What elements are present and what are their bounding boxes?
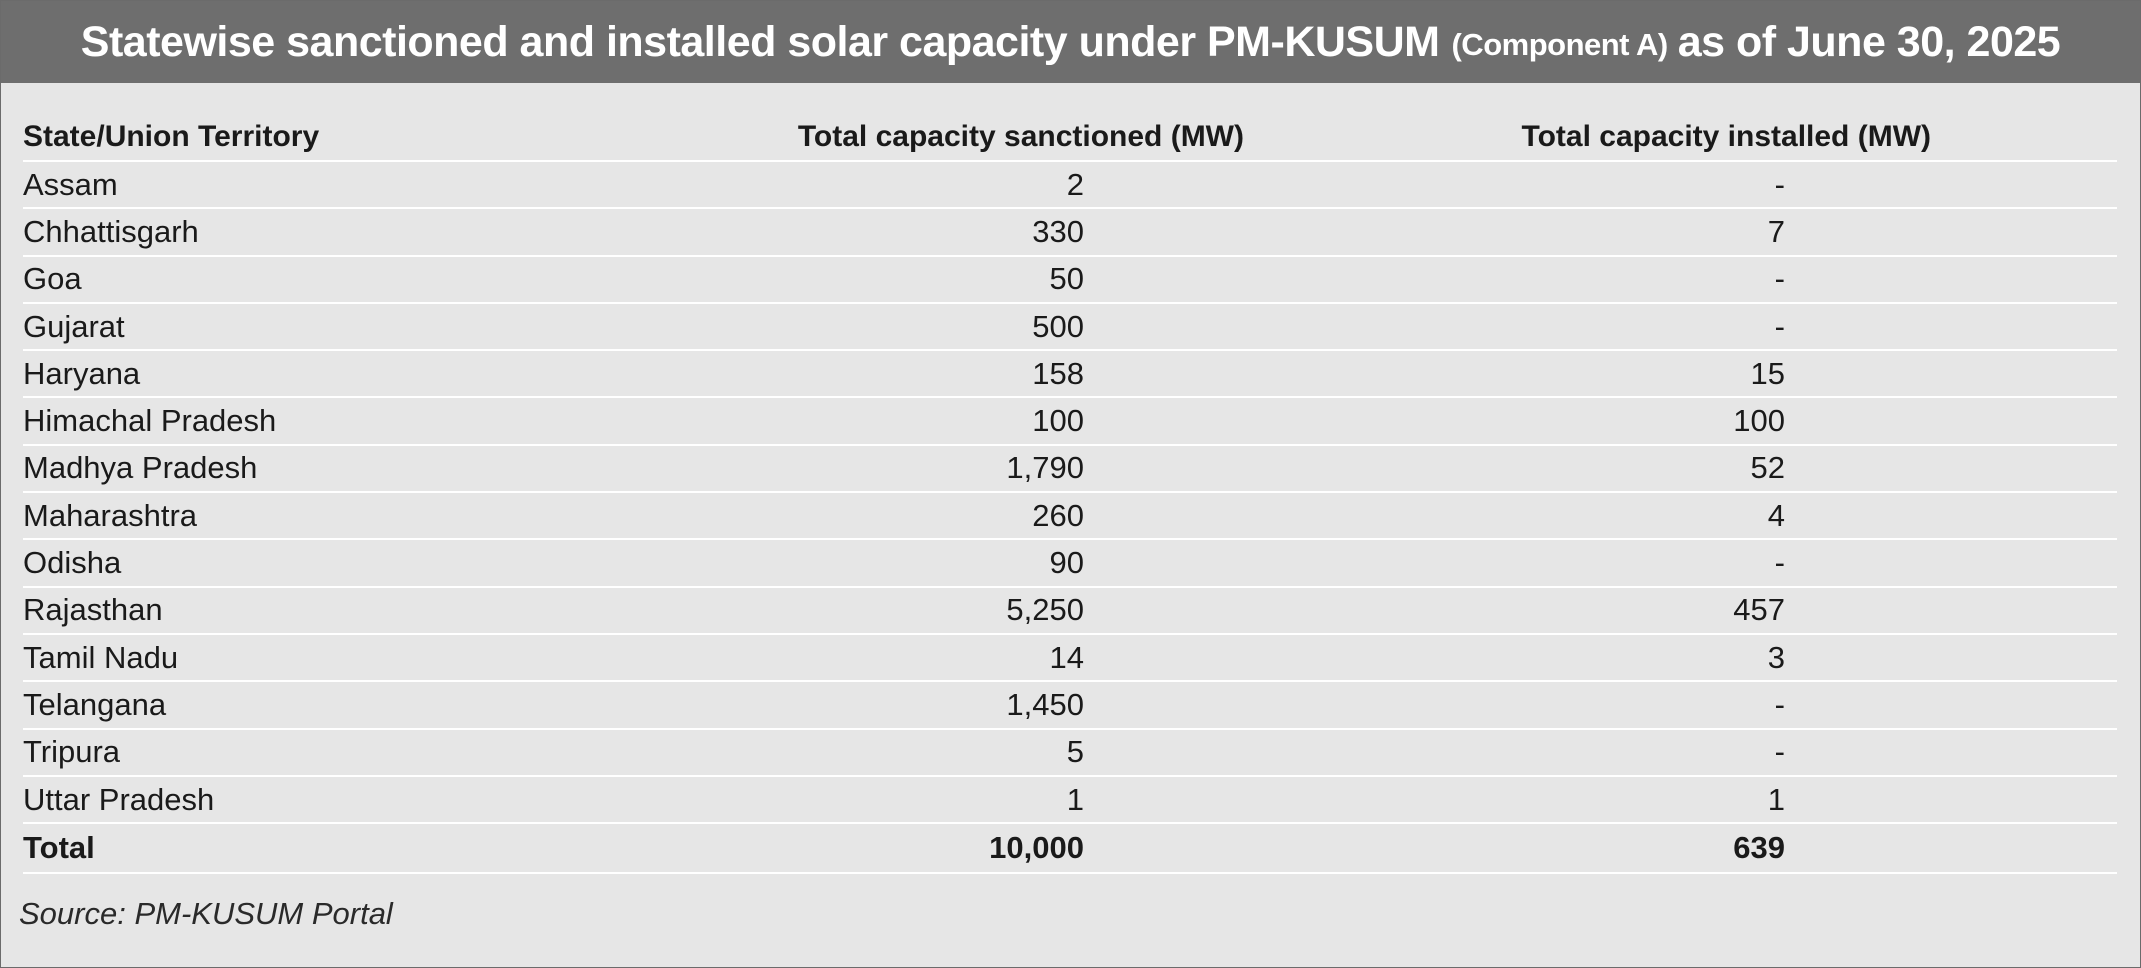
title-main: Statewise sanctioned and installed solar… [80, 17, 1440, 66]
sanctioned-cell: 2 [813, 161, 1084, 210]
sanctioned-cell: 5,250 [813, 586, 1084, 635]
installed-cell: 100 [1084, 397, 1785, 446]
table-row: Gujarat 500- [23, 302, 2117, 352]
state-cell: Tamil Nadu [23, 633, 813, 683]
row-spacer [1785, 350, 2117, 399]
row-spacer [1785, 586, 2117, 635]
installed-cell: 7 [1084, 208, 1785, 257]
state-cell: Rajasthan [23, 586, 813, 635]
capacity-table: State/Union Territory Total capacity san… [23, 113, 2117, 875]
table-row: Madhya Pradesh 1,790 52 [23, 444, 2117, 494]
column-header-state: State/Union Territory [23, 113, 813, 162]
row-spacer [1785, 444, 2117, 494]
state-cell: Odisha [23, 539, 813, 588]
row-spacer [1785, 539, 2117, 588]
installed-cell: - [1084, 681, 1785, 730]
installed-cell: 1 [1084, 775, 1785, 825]
row-spacer [1785, 823, 2117, 875]
installed-cell: - [1084, 539, 1785, 588]
state-cell: Himachal Pradesh [23, 397, 813, 446]
sanctioned-cell: 1,790 [813, 444, 1084, 494]
installed-cell: 52 [1084, 444, 1785, 494]
table-row: Himachal Pradesh 100 100 [23, 397, 2117, 446]
installed-cell: 3 [1084, 633, 1785, 683]
table-row: Uttar Pradesh 1 1 [23, 775, 2117, 825]
row-spacer [1785, 633, 2117, 683]
sanctioned-cell: 158 [813, 350, 1084, 399]
sanctioned-cell: 1,450 [813, 681, 1084, 730]
installed-cell: 457 [1084, 586, 1785, 635]
column-header-sanctioned: Total capacity sanctioned (MW) [798, 113, 1244, 162]
total-label: Total [23, 823, 813, 875]
header-row: State/Union Territory Total capacity san… [23, 113, 2117, 162]
table-row: Maharashtra 260 4 [23, 492, 2117, 541]
state-cell: Madhya Pradesh [23, 444, 813, 494]
source-note: Source: PM-KUSUM Portal [19, 896, 393, 931]
table-row: Haryana 158 15 [23, 350, 2117, 399]
sanctioned-cell: 90 [813, 539, 1084, 588]
table-row: Chhattisgarh 330 7 [23, 208, 2117, 257]
table-row: Assam 2- [23, 161, 2117, 210]
sanctioned-cell: 500 [813, 302, 1084, 352]
sanctioned-cell: 50 [813, 255, 1084, 304]
row-spacer [1785, 681, 2117, 730]
table-row: Goa 50- [23, 255, 2117, 304]
state-cell: Gujarat [23, 302, 813, 352]
sanctioned-cell: 1 [813, 775, 1084, 825]
installed-cell: 4 [1084, 492, 1785, 541]
installed-cell: - [1084, 728, 1785, 777]
row-spacer [1785, 208, 2117, 257]
table-row: Tamil Nadu 14 3 [23, 633, 2117, 683]
state-cell: Tripura [23, 728, 813, 777]
installed-cell: - [1084, 161, 1785, 210]
state-cell: Goa [23, 255, 813, 304]
row-spacer [1785, 775, 2117, 825]
state-cell: Uttar Pradesh [23, 775, 813, 825]
row-spacer [1785, 492, 2117, 541]
state-cell: Haryana [23, 350, 813, 399]
state-cell: Assam [23, 161, 813, 210]
sanctioned-cell: 260 [813, 492, 1084, 541]
title-component: (Component A) [1451, 27, 1668, 62]
state-cell: Maharashtra [23, 492, 813, 541]
table-row: Rajasthan 5,250 457 [23, 586, 2117, 635]
sanctioned-cell: 100 [813, 397, 1084, 446]
column-header-installed-label: Total capacity installed (MW) [1521, 119, 1932, 153]
row-spacer [1785, 255, 2117, 304]
table-row: Tripura 5- [23, 728, 2117, 777]
total-sanctioned: 10,000 [813, 823, 1084, 875]
total-row: Total 10,000 639 [23, 823, 2117, 875]
row-spacer [1785, 302, 2117, 352]
sanctioned-cell: 5 [813, 728, 1084, 777]
row-spacer [1785, 728, 2117, 777]
state-cell: Telangana [23, 681, 813, 730]
state-cell: Chhattisgarh [23, 208, 813, 257]
table-row: Telangana 1,450- [23, 681, 2117, 730]
table-body: Assam 2- Chhattisgarh 330 7 Goa 50- Gujarat 500-… [23, 161, 2117, 875]
sanctioned-cell: 330 [813, 208, 1084, 257]
title-date: as of June 30, 2025 [1677, 17, 2061, 66]
sanctioned-cell: 14 [813, 633, 1084, 683]
table-row: Odisha 90- [23, 539, 2117, 588]
installed-cell: - [1084, 255, 1785, 304]
row-spacer [1785, 397, 2117, 446]
total-installed: 639 [1084, 823, 1785, 875]
table-title: Statewise sanctioned and installed solar… [1, 1, 2140, 83]
installed-cell: 15 [1084, 350, 1785, 399]
row-spacer [1785, 161, 2117, 210]
column-header-installed: Total capacity installed (MW) [1084, 113, 1931, 162]
header-spacer [1785, 113, 2117, 162]
installed-cell: - [1084, 302, 1785, 352]
